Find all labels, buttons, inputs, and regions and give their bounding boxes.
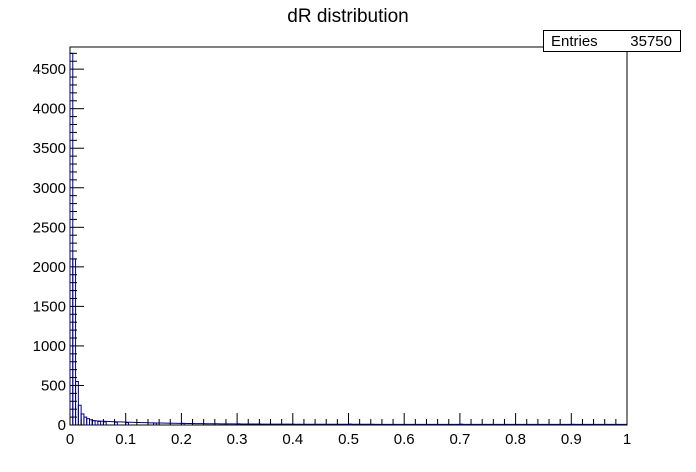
y-axis: 0 500 1000 1500 2000 2500 3000 3500 4000 4500 [33,52,84,434]
x-tick-label: 0.4 [282,431,303,448]
y-tick-label: 2500 [33,219,66,236]
x-tick-label: 0.6 [394,431,415,448]
stats-box: Entries 35750 [543,30,681,52]
y-tick-label: 1500 [33,298,66,315]
x-tick-label: 0 [66,431,74,448]
stats-entries-label: Entries [551,33,598,50]
x-tick-label: 0.9 [561,431,582,448]
plot-border [69,46,628,426]
y-tick-label: 3000 [33,180,66,197]
y-tick-label: 500 [41,377,66,394]
x-tick-label: 0.1 [115,431,136,448]
y-tick-label: 4000 [33,101,66,118]
histogram-bin [97,420,102,426]
histogram-series [69,52,627,426]
x-tick-label: 0.3 [227,431,248,448]
x-tick-label: 1 [623,431,631,448]
x-tick-label: 0.8 [505,431,526,448]
x-axis: 0 0.1 0.2 0.3 0.4 0.5 0.6 0.7 0.8 0.9 1 [66,413,631,448]
chart-title: dR distribution [287,6,409,27]
y-tick-label: 0 [58,417,66,434]
x-tick-label: 0.2 [171,431,192,448]
y-tick-label: 4500 [33,61,66,78]
y-tick-label: 2000 [33,259,66,276]
x-tick-label: 0.5 [338,431,359,448]
stats-entries-value: 35750 [630,33,672,50]
y-tick-label: 1000 [33,338,66,355]
plot-frame [69,46,628,426]
x-tick-label: 0.7 [449,431,470,448]
y-tick-label: 3500 [33,140,66,157]
